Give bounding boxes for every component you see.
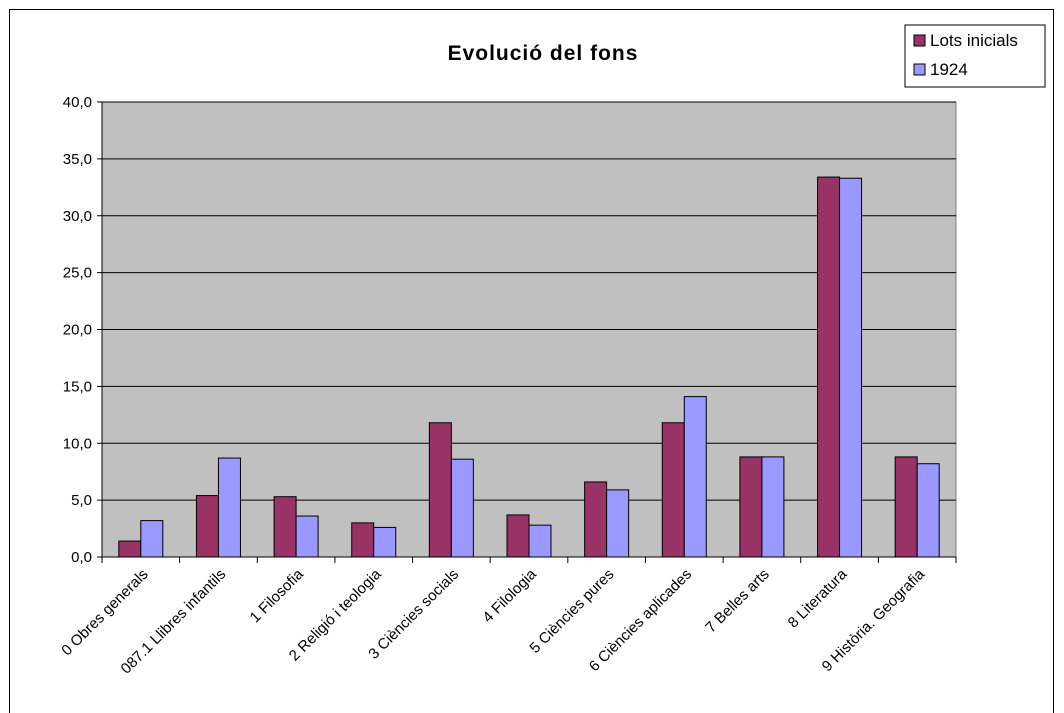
bar-lots-inicials <box>351 522 375 558</box>
bar-1924 <box>916 463 940 558</box>
bars <box>118 176 940 558</box>
legend-label-1924: 1924 <box>930 60 968 79</box>
bar-1924 <box>140 520 164 558</box>
bar-lots-inicials <box>584 481 608 558</box>
bar-1924 <box>295 515 319 558</box>
legend-swatch-lots-inicials <box>913 34 926 47</box>
x-tick-label: 1 Filosofia <box>247 565 308 626</box>
bar-lots-inicials <box>817 176 841 558</box>
y-tick-label: 40,0 <box>63 94 92 111</box>
bar-1924 <box>217 457 241 558</box>
bar-1924 <box>528 524 552 558</box>
legend-box <box>904 24 1046 88</box>
bar-1924 <box>683 396 707 558</box>
bar-lots-inicials <box>739 456 763 558</box>
x-tick-label: 7 Belles arts <box>702 566 772 636</box>
bar-lots-inicials <box>894 456 918 558</box>
y-tick-label: 30,0 <box>63 208 92 225</box>
bar-lots-inicials <box>273 496 297 558</box>
bar-1924 <box>450 458 474 558</box>
bar-lots-inicials <box>428 422 452 558</box>
chart-title: Evolució del fons <box>448 42 639 65</box>
y-tick-label: 25,0 <box>63 265 92 282</box>
bar-1924 <box>606 489 630 558</box>
legend-label-lots-inicials: Lots inicials <box>930 31 1018 50</box>
y-tick-label: 10,0 <box>63 435 92 452</box>
x-tick-label: 8 Literatura <box>785 565 851 631</box>
x-tick-label: 4 Filologia <box>479 565 540 626</box>
x-tick-label: 5 Ciències pures <box>526 566 617 657</box>
legend-swatch-1924 <box>913 63 926 76</box>
bar-1924 <box>761 456 785 558</box>
bar-lots-inicials <box>506 514 530 558</box>
bar-1924 <box>373 526 397 558</box>
legend: Lots inicials 1924 <box>904 24 1046 88</box>
bar-lots-inicials <box>118 540 142 558</box>
y-tick-label: 20,0 <box>63 322 92 339</box>
y-tick-label: 15,0 <box>63 378 92 395</box>
y-tick-label: 35,0 <box>63 151 92 168</box>
bar-lots-inicials <box>195 495 219 558</box>
gridlines <box>102 101 956 501</box>
bar-lots-inicials <box>661 422 685 558</box>
y-tick-label: 0,0 <box>71 549 92 566</box>
y-tick-label: 5,0 <box>71 492 92 509</box>
bar-1924 <box>839 177 863 558</box>
